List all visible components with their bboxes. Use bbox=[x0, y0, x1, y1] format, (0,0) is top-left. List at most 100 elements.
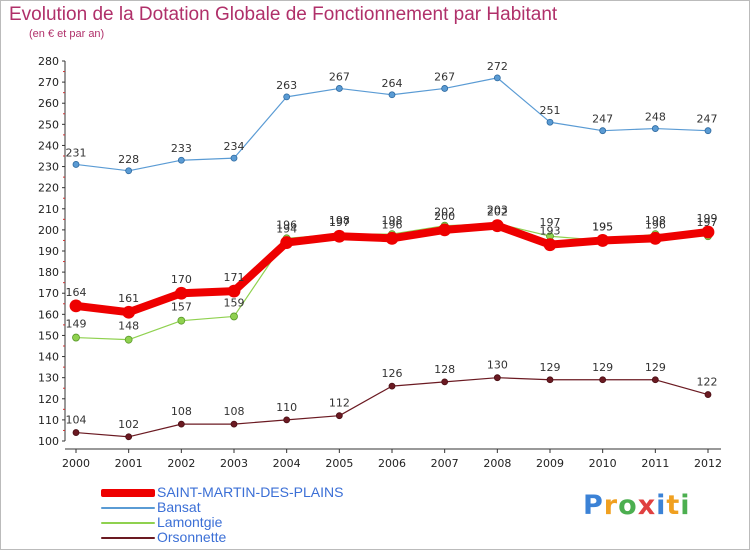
data-label-saint-martin-des-plains: 200 bbox=[434, 210, 455, 223]
y-tick-label: 240 bbox=[38, 139, 59, 152]
data-point-bansat bbox=[335, 85, 343, 92]
data-label-bansat: 263 bbox=[276, 79, 297, 92]
x-tick-label: 2002 bbox=[167, 457, 195, 470]
data-label-orsonnette: 108 bbox=[224, 405, 245, 418]
chart-title: Evolution de la Dotation Globale de Fonc… bbox=[9, 4, 558, 25]
data-label-bansat: 247 bbox=[592, 113, 613, 126]
data-point-saint-martin-des-plains bbox=[385, 231, 399, 245]
data-label-lamontgie: 198 bbox=[382, 214, 403, 227]
legend-label: Orsonnette bbox=[157, 529, 227, 545]
data-point-saint-martin-des-plains bbox=[596, 234, 610, 247]
data-point-orsonnette bbox=[441, 378, 449, 386]
logo-letter: o bbox=[618, 490, 638, 521]
y-tick-label: 150 bbox=[38, 329, 59, 342]
data-label-lamontgie: 202 bbox=[434, 206, 455, 219]
y-tick-label: 260 bbox=[38, 97, 59, 110]
data-label-saint-martin-des-plains: 161 bbox=[118, 292, 139, 305]
legend-item-bansat: Bansat bbox=[101, 500, 343, 515]
data-label-orsonnette: 129 bbox=[645, 361, 666, 374]
data-point-bansat bbox=[493, 74, 501, 82]
data-label-lamontgie: 159 bbox=[224, 296, 245, 309]
data-point-bansat bbox=[283, 93, 291, 101]
data-label-lamontgie: 196 bbox=[276, 218, 297, 231]
data-label-saint-martin-des-plains: 170 bbox=[171, 273, 192, 286]
data-label-orsonnette: 129 bbox=[540, 361, 561, 374]
data-label-lamontgie: 198 bbox=[329, 214, 350, 227]
data-point-saint-martin-des-plains bbox=[280, 236, 294, 249]
legend-swatch bbox=[101, 521, 155, 524]
x-tick-label: 2005 bbox=[325, 457, 353, 470]
data-point-orsonnette bbox=[704, 391, 712, 398]
y-tick-label: 110 bbox=[38, 414, 59, 427]
x-tick-label: 2004 bbox=[273, 457, 301, 470]
data-point-lamontgie bbox=[72, 333, 80, 342]
legend-swatch bbox=[101, 488, 155, 497]
data-point-bansat bbox=[704, 127, 712, 135]
logo-letter: t bbox=[666, 490, 681, 521]
legend-item-lamontgie: Lamontgie bbox=[101, 515, 343, 530]
data-point-bansat bbox=[546, 118, 554, 126]
data-label-saint-martin-des-plains: 164 bbox=[66, 286, 87, 299]
y-tick-label: 180 bbox=[38, 266, 59, 279]
data-point-lamontgie bbox=[124, 335, 133, 344]
legend-item-saint-martin: SAINT-MARTIN-DES-PLAINS bbox=[101, 485, 343, 500]
y-tick-label: 220 bbox=[38, 182, 59, 195]
data-label-bansat: 267 bbox=[434, 70, 455, 83]
data-point-saint-martin-des-plains bbox=[332, 229, 346, 243]
data-label-saint-martin-des-plains: 202 bbox=[487, 206, 508, 219]
y-tick-label: 170 bbox=[38, 287, 59, 300]
data-point-orsonnette bbox=[177, 420, 185, 428]
y-tick-label: 100 bbox=[38, 435, 59, 448]
data-point-bansat bbox=[441, 85, 449, 92]
data-label-bansat: 251 bbox=[540, 104, 561, 117]
y-tick-label: 130 bbox=[38, 372, 59, 385]
y-tick-label: 140 bbox=[38, 351, 59, 364]
data-point-orsonnette bbox=[493, 374, 501, 382]
data-label-saint-martin-des-plains: 193 bbox=[540, 225, 561, 238]
data-label-saint-martin-des-plains: 197 bbox=[329, 216, 350, 229]
proxiti-logo: Proxiti bbox=[583, 490, 691, 521]
data-label-bansat: 231 bbox=[66, 146, 87, 159]
data-label-bansat: 233 bbox=[171, 142, 192, 155]
logo-letter: x bbox=[637, 490, 657, 521]
data-label-lamontgie: 149 bbox=[66, 318, 87, 331]
data-label-orsonnette: 130 bbox=[487, 359, 508, 372]
logo-letter: i bbox=[656, 490, 667, 521]
logo-letter: P bbox=[583, 490, 604, 521]
y-tick-label: 210 bbox=[38, 203, 59, 216]
data-label-orsonnette: 129 bbox=[592, 361, 613, 374]
data-label-orsonnette: 128 bbox=[434, 363, 455, 376]
x-tick-label: 2006 bbox=[378, 457, 406, 470]
y-tick-label: 190 bbox=[38, 245, 59, 258]
logo-letter: i bbox=[680, 490, 691, 521]
x-tick-label: 2003 bbox=[220, 457, 248, 470]
logo-letter: r bbox=[603, 490, 619, 521]
data-point-orsonnette bbox=[651, 376, 659, 384]
data-label-saint-martin-des-plains: 194 bbox=[276, 223, 297, 236]
y-tick-label: 230 bbox=[38, 161, 59, 174]
data-point-bansat bbox=[125, 167, 133, 175]
legend-item-orsonnette: Orsonnette bbox=[101, 530, 343, 545]
legend-swatch bbox=[101, 536, 155, 539]
data-label-lamontgie: 195 bbox=[592, 220, 613, 233]
data-point-orsonnette bbox=[388, 382, 396, 390]
data-point-orsonnette bbox=[546, 376, 554, 384]
x-tick-label: 2000 bbox=[62, 457, 90, 470]
x-tick-label: 2009 bbox=[536, 457, 564, 470]
legend-swatch bbox=[101, 506, 155, 509]
data-point-bansat bbox=[599, 127, 607, 135]
data-label-saint-martin-des-plains: 199 bbox=[697, 212, 718, 225]
data-point-lamontgie bbox=[177, 316, 186, 325]
data-point-orsonnette bbox=[335, 412, 343, 420]
data-point-bansat bbox=[72, 161, 80, 168]
data-label-bansat: 272 bbox=[487, 60, 508, 73]
data-point-orsonnette bbox=[599, 376, 607, 384]
data-label-bansat: 264 bbox=[382, 77, 403, 90]
data-label-saint-martin-des-plains: 195 bbox=[592, 220, 613, 233]
data-label-bansat: 234 bbox=[224, 140, 245, 153]
data-point-orsonnette bbox=[125, 433, 133, 441]
y-tick-label: 250 bbox=[38, 118, 59, 131]
data-label-bansat: 267 bbox=[329, 70, 350, 83]
data-point-saint-martin-des-plains bbox=[227, 284, 241, 298]
